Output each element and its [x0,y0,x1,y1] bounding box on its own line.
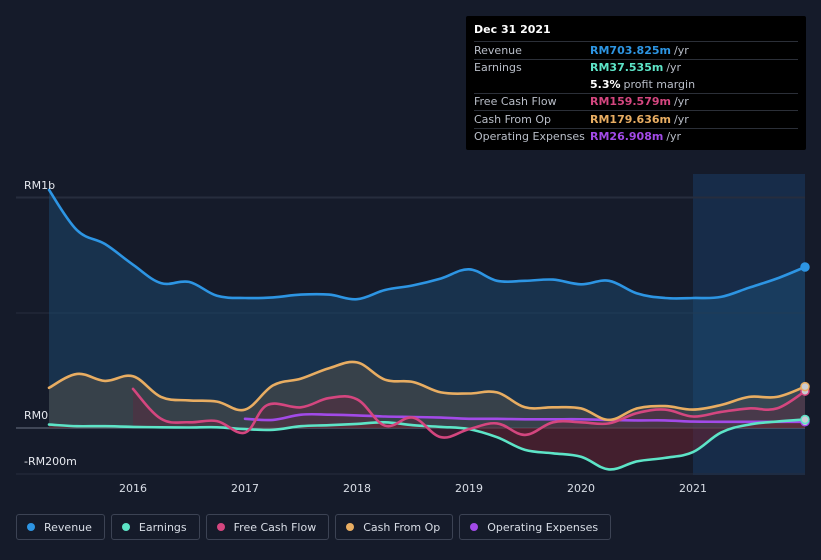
x-tick-label: 2016 [119,482,147,495]
tooltip-unit: /yr [666,130,682,144]
end-marker-revenue [800,262,810,272]
tooltip-label: Free Cash Flow [474,95,557,109]
legend-item-free-cash-flow[interactable]: Free Cash Flow [205,514,330,540]
line-free-cash-flow [131,387,807,439]
legend-label: Revenue [44,520,92,534]
tooltip-row-earnings: Earnings RM37.535m /yr [474,58,798,77]
legend-dot-icon [470,523,479,531]
tooltip-date: Dec 31 2021 [474,23,551,36]
legend-label: Cash From Op [363,520,441,534]
x-tick-label: 2017 [231,482,259,495]
legend-label: Operating Expenses [487,520,599,534]
tooltip-label: Revenue [474,43,522,57]
line-revenue [47,188,807,301]
legend-item-operating-expenses[interactable]: Operating Expenses [459,514,612,540]
line-operating-expenses [243,412,807,424]
tooltip-unit: /yr [673,112,689,126]
tooltip-label: Operating Expenses [474,130,585,144]
tooltip-label: Cash From Op [474,112,552,126]
line-cash-from-op [47,360,807,422]
area-revenue [49,189,805,428]
legend-item-cash-from-op[interactable]: Cash From Op [335,514,454,540]
tooltip-value: RM179.636m [590,112,671,126]
area-earnings [49,419,805,470]
profit-margin-text: profit margin [623,77,696,91]
legend-dot-icon [27,523,35,531]
tooltip-unit: /yr [666,61,682,75]
tooltip-value: RM26.908m [590,130,664,144]
legend-dot-icon [121,523,130,531]
legend-label: Free Cash Flow [233,520,317,534]
tooltip-unit: /yr [673,43,689,57]
tooltip-row-revenue: Revenue RM703.825m /yr [474,41,798,59]
tooltip-unit: /yr [673,95,689,109]
tooltip-row-cash-from-op: Cash From Op RM179.636m /yr [474,110,798,128]
tooltip-value: RM703.825m [590,43,671,57]
legend-dot-icon [346,523,355,531]
x-tick-label: 2019 [455,482,483,495]
x-tick-label: 2020 [567,482,595,495]
tooltip-label: Earnings [474,61,522,75]
area-cash-from-op [49,361,805,428]
end-marker-cash-from-op [800,381,810,392]
legend: Revenue Earnings Free Cash Flow Cash Fro… [16,514,612,540]
tooltip-value: RM37.535m [590,61,664,75]
x-tick-label: 2021 [679,482,707,495]
legend-item-revenue[interactable]: Revenue [16,514,105,540]
y-tick-label: RM1b [24,179,55,192]
end-marker-earnings [800,414,810,425]
tooltip-row-operating-expenses: Operating Expenses RM26.908m /yr [474,127,798,146]
legend-dot-icon [216,523,225,531]
tooltip: Dec 31 2021 Revenue RM703.825m /yr Earni… [466,16,806,150]
tooltip-row-free-cash-flow: Free Cash Flow RM159.579m /yr [474,92,798,111]
legend-item-earnings[interactable]: Earnings [110,514,200,540]
profit-margin-value: 5.3% [590,77,621,91]
y-tick-label: -RM200m [24,455,77,468]
x-tick-label: 2018 [343,482,371,495]
tooltip-value: RM159.579m [590,95,671,109]
y-tick-label: RM0 [24,409,48,422]
tooltip-row-margin: 5.3% profit margin [474,76,798,93]
legend-label: Earnings [138,520,187,534]
